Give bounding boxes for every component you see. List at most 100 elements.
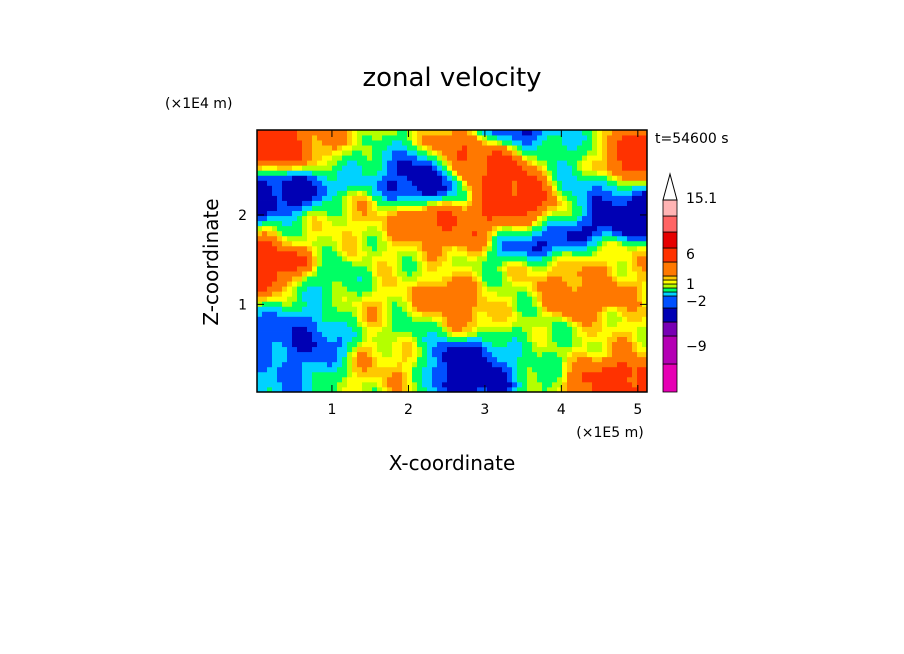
contour-cell bbox=[547, 261, 553, 267]
contour-cell bbox=[337, 225, 343, 232]
contour-cell bbox=[302, 245, 308, 252]
contour-cell bbox=[552, 306, 558, 312]
contour-cell bbox=[327, 215, 333, 222]
contour-cell bbox=[642, 276, 648, 282]
contour-cell bbox=[577, 155, 583, 161]
contour-cell bbox=[537, 240, 543, 247]
contour-cell bbox=[287, 180, 293, 186]
contour-cell bbox=[617, 235, 623, 242]
contour-cell bbox=[272, 346, 278, 353]
contour-cell bbox=[287, 326, 293, 332]
contour-cell bbox=[327, 366, 333, 373]
contour-cell bbox=[382, 140, 388, 146]
contour-cell bbox=[452, 150, 458, 156]
contour-cell bbox=[562, 311, 568, 317]
contour-cell bbox=[512, 190, 518, 196]
contour-cell bbox=[392, 170, 398, 176]
contour-cell bbox=[617, 175, 623, 181]
contour-cell bbox=[357, 230, 363, 237]
contour-cell bbox=[627, 145, 633, 151]
contour-cell bbox=[387, 321, 393, 327]
contour-cell bbox=[522, 205, 528, 212]
contour-cell bbox=[272, 230, 278, 237]
contour-cell bbox=[412, 371, 418, 378]
contour-cell bbox=[437, 306, 443, 312]
contour-cell bbox=[292, 321, 298, 327]
contour-cell bbox=[577, 245, 583, 252]
contour-cell bbox=[557, 291, 563, 297]
contour-cell bbox=[537, 301, 543, 307]
contour-cell bbox=[302, 271, 308, 277]
contour-cell bbox=[447, 235, 453, 242]
contour-cell bbox=[487, 130, 493, 136]
contour-cell bbox=[362, 341, 368, 348]
contour-cell bbox=[617, 381, 623, 388]
contour-cell bbox=[282, 180, 288, 186]
contour-cell bbox=[502, 371, 508, 378]
contour-cell bbox=[512, 341, 518, 348]
contour-cell bbox=[572, 321, 578, 327]
contour-cell bbox=[577, 341, 583, 348]
contour-cell bbox=[472, 190, 478, 196]
contour-cell bbox=[397, 311, 403, 317]
contour-cell bbox=[302, 190, 308, 196]
contour-cell bbox=[467, 200, 473, 206]
contour-cell bbox=[477, 250, 483, 257]
contour-cell bbox=[557, 215, 563, 222]
contour-cell bbox=[347, 205, 353, 212]
contour-cell bbox=[257, 376, 263, 383]
contour-cell bbox=[322, 135, 328, 141]
contour-cell bbox=[277, 175, 283, 181]
contour-cell bbox=[402, 255, 408, 262]
contour-cell bbox=[457, 240, 463, 247]
contour-cell bbox=[257, 276, 263, 282]
contour-cell bbox=[492, 326, 498, 332]
contour-cell bbox=[612, 185, 618, 191]
contour-cell bbox=[497, 225, 503, 232]
contour-cell bbox=[337, 135, 343, 141]
contour-cell bbox=[482, 281, 488, 287]
contour-cell bbox=[622, 346, 628, 353]
contour-cell bbox=[427, 195, 433, 201]
contour-cell bbox=[377, 261, 383, 267]
contour-cell bbox=[337, 235, 343, 242]
contour-cell bbox=[287, 351, 293, 358]
contour-cell bbox=[617, 160, 623, 166]
contour-cell bbox=[437, 281, 443, 287]
contour-cell bbox=[272, 316, 278, 322]
contour-cell bbox=[407, 291, 413, 297]
contour-cell bbox=[442, 220, 448, 227]
contour-cell bbox=[392, 371, 398, 378]
contour-cell bbox=[552, 230, 558, 237]
colorbar-swatch bbox=[662, 261, 678, 277]
contour-cell bbox=[482, 230, 488, 237]
contour-cell bbox=[457, 235, 463, 242]
contour-cell bbox=[262, 195, 268, 201]
contour-cell bbox=[462, 150, 468, 156]
contour-cell bbox=[447, 366, 453, 373]
contour-cell bbox=[557, 341, 563, 348]
contour-cell bbox=[572, 195, 578, 201]
contour-cell bbox=[452, 190, 458, 196]
contour-cell bbox=[602, 140, 608, 146]
contour-cell bbox=[502, 356, 508, 363]
contour-cell bbox=[547, 200, 553, 206]
contour-cell bbox=[477, 361, 483, 368]
contour-cell bbox=[587, 306, 593, 312]
contour-cell bbox=[567, 321, 573, 327]
contour-cell bbox=[632, 376, 638, 383]
contour-cell bbox=[542, 261, 548, 267]
contour-cell bbox=[552, 240, 558, 247]
contour-cell bbox=[457, 180, 463, 186]
contour-cell bbox=[317, 336, 323, 343]
contour-cell bbox=[457, 145, 463, 151]
contour-cell bbox=[517, 235, 523, 242]
contour-cell bbox=[472, 140, 478, 146]
contour-cell bbox=[517, 220, 523, 227]
contour-cell bbox=[392, 155, 398, 161]
contour-cell bbox=[497, 140, 503, 146]
contour-cell bbox=[412, 316, 418, 322]
contour-cell bbox=[452, 261, 458, 267]
contour-cell bbox=[562, 240, 568, 247]
contour-cell bbox=[262, 361, 268, 368]
